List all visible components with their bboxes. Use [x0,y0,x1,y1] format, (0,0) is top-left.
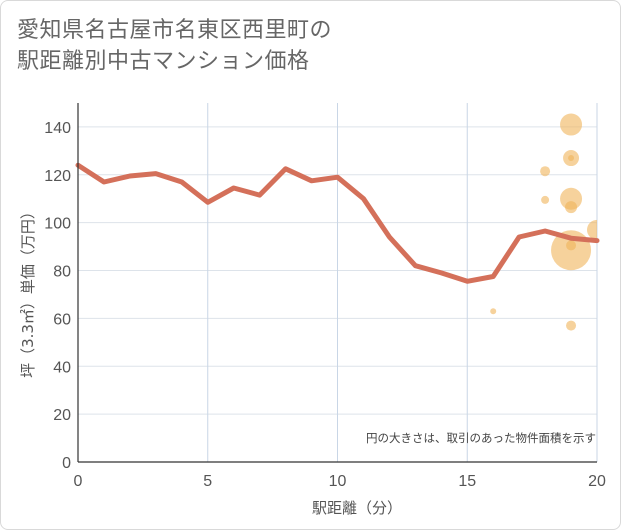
grid [78,103,598,462]
bubble-point [540,166,551,177]
chart-title-line2: 駅距離別中古マンション価格 [17,49,310,74]
bubble-point [560,113,583,136]
bubble-point [566,320,577,331]
y-tick-label: 140 [44,120,71,137]
bubble-point [587,219,597,240]
bubble-point [560,187,583,210]
x-tick-label: 5 [203,473,212,490]
y-tick-label: 60 [53,311,71,328]
y-tick-label: 20 [53,407,71,424]
x-tick-label: 20 [588,473,606,490]
chart-title: 愛知県名古屋市名東区西里町の 駅距離別中古マンション価格 [17,15,332,77]
x-tick-label: 10 [329,473,347,490]
y-tick-label: 100 [44,216,71,233]
x-axis-label: 駅距離（分） [312,499,402,517]
x-tick-label: 0 [74,473,83,490]
y-tick-label: 40 [53,359,71,376]
bubble-point [541,195,550,204]
bubble-layer [490,113,597,331]
y-tick-label: 120 [44,168,71,185]
size-note: 円の大きさは、取引のあった物件面積を示す [366,431,596,445]
tick-labels: 0 20 40 60 80 100 120 140 0 5 10 15 20 [44,120,606,490]
chart-title-line1: 愛知県名古屋市名東区西里町の [17,18,333,43]
y-tick-label: 0 [62,455,71,472]
bubble-point [565,201,578,214]
price-line [75,162,600,284]
axes [77,103,597,463]
x-tick-label: 15 [458,473,476,490]
y-axis-label: 坪（3.3㎡）単価（万円） [19,204,37,378]
y-tick-label: 80 [53,264,71,281]
bubble-point [490,308,497,315]
bubble-point [568,155,575,162]
